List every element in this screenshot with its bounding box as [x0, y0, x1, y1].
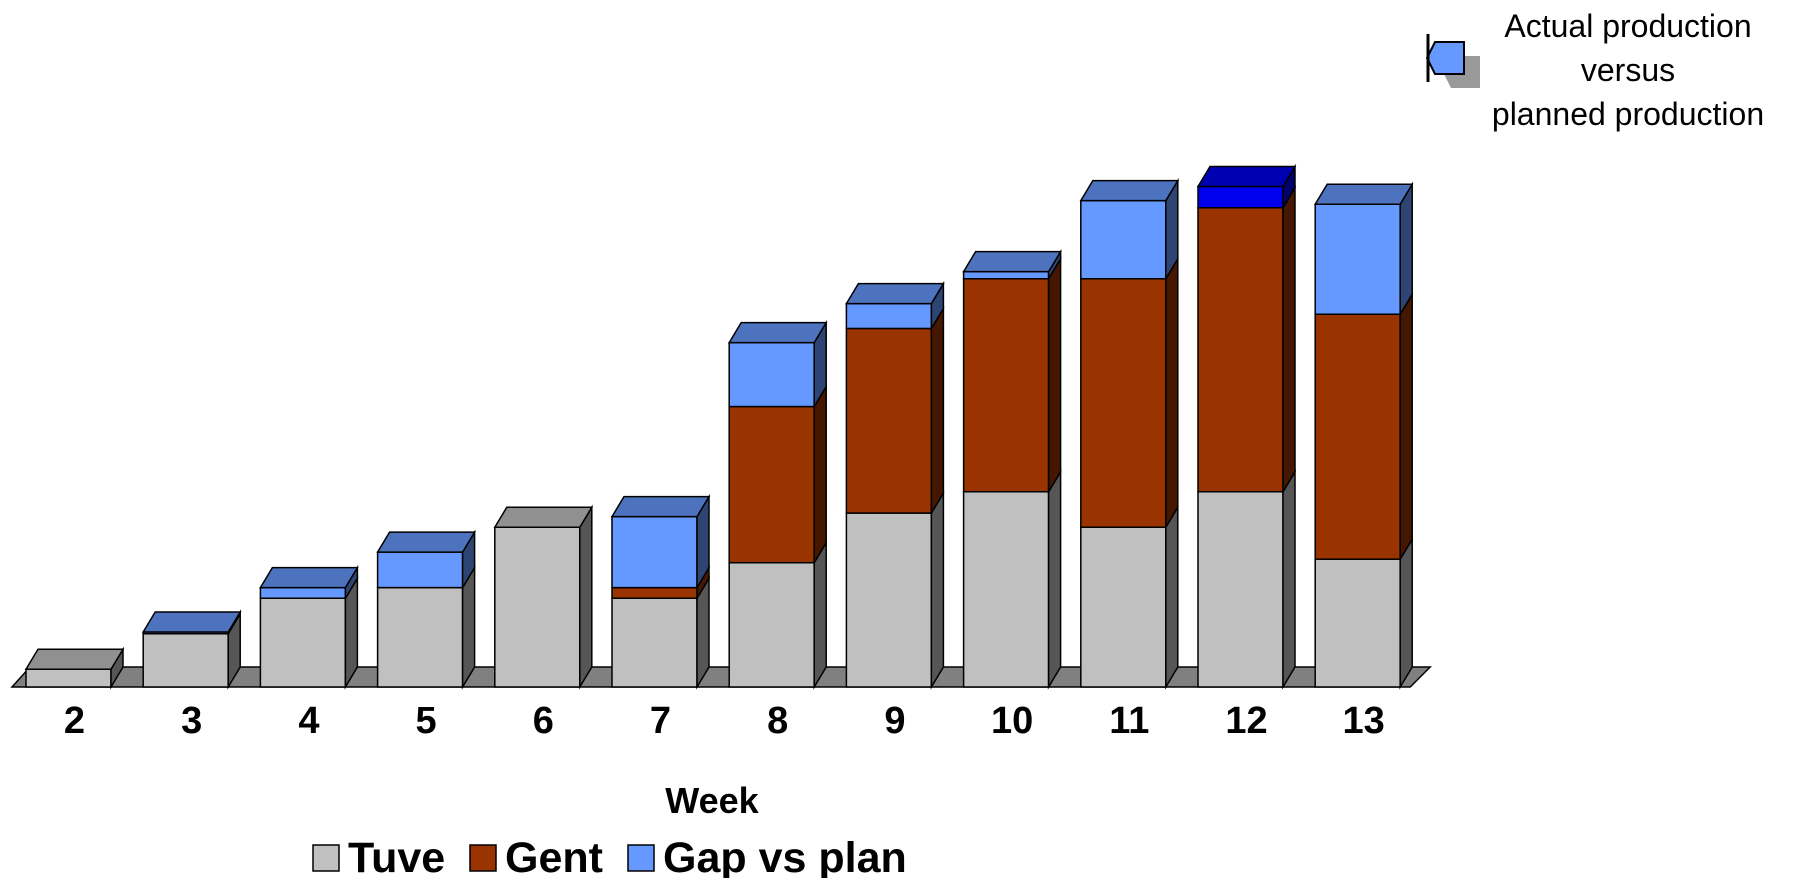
bar-week-6 — [493, 504, 594, 690]
bar-week-4 — [259, 564, 359, 690]
segment-tuve-week-12 — [1197, 491, 1284, 688]
bar-week-10 — [962, 248, 1062, 690]
segment-side-tuve-week-12 — [1282, 469, 1296, 690]
bar-top-week-7 — [610, 495, 711, 518]
segment-gent-week-11 — [1080, 278, 1167, 528]
segment-gent-week-7 — [611, 586, 698, 599]
segment-side-tuve-week-9 — [930, 490, 945, 690]
bar-week-8 — [727, 319, 828, 690]
x-tick-label: 4 — [298, 700, 319, 742]
bar-top-week-3 — [141, 611, 242, 633]
segment-tuve-week-7 — [611, 597, 698, 688]
segment-gent-week-8 — [728, 405, 815, 564]
legend-swatch — [469, 844, 497, 872]
x-axis-ticks: 2 3 4 5 6 7 8 9 10 11 12 13 — [64, 700, 1385, 742]
legend-item-gent: Gent — [469, 834, 603, 878]
segment-gent-week-9 — [845, 327, 933, 514]
x-tick-label: 11 — [1109, 700, 1149, 742]
segment-side-tuve-week-6 — [579, 504, 593, 690]
legend-swatch — [312, 844, 340, 872]
legend-swatch — [627, 844, 655, 872]
bar-top-week-8 — [727, 321, 828, 344]
x-tick-label: 8 — [767, 700, 788, 742]
x-tick-label: 10 — [991, 700, 1033, 742]
x-tick-label: 7 — [650, 700, 671, 742]
callout-line-1: Actual production — [1504, 8, 1751, 44]
bar-week-11 — [1079, 177, 1180, 690]
segment-tuve-week-3 — [142, 633, 229, 688]
segment-tuve-week-2 — [25, 668, 112, 688]
callout-line-2: versus — [1581, 52, 1675, 88]
x-tick-label: 2 — [64, 700, 85, 742]
bar-top-week-9 — [845, 282, 945, 305]
x-tick-label: 13 — [1343, 700, 1385, 742]
bar-week-13 — [1313, 181, 1414, 690]
segment-gent-week-12 — [1197, 207, 1284, 493]
legend-label: Tuve — [348, 834, 445, 878]
bar-week-7 — [610, 493, 711, 690]
bar-top-week-6 — [493, 506, 594, 528]
segment-side-gent-week-13 — [1399, 291, 1413, 562]
bar-top-week-11 — [1079, 179, 1180, 202]
segment-gap-vs-plan-week-5 — [376, 551, 464, 589]
x-tick-label: 6 — [533, 700, 554, 742]
segment-side-tuve-week-10 — [1047, 469, 1062, 690]
segment-tuve-week-13 — [1314, 558, 1401, 688]
segment-tuve-week-11 — [1080, 526, 1167, 688]
legend: Tuve Gent Gap vs plan — [312, 834, 907, 878]
bar-week-2 — [24, 646, 125, 690]
bar-week-5 — [376, 529, 476, 690]
segment-side-gent-week-8 — [813, 383, 827, 566]
bar-top-week-5 — [376, 531, 476, 553]
segment-side-tuve-week-11 — [1165, 504, 1179, 690]
segment-side-tuve-week-8 — [813, 540, 827, 690]
annotation-callout: Actual production versus planned product… — [1425, 8, 1764, 132]
bar-top-week-4 — [259, 566, 359, 589]
legend-item-gap-vs-plan: Gap vs plan — [627, 834, 907, 878]
legend-item-tuve: Tuve — [312, 834, 445, 878]
bar-top-week-2 — [24, 648, 125, 670]
bar-week-9 — [845, 280, 945, 690]
segment-tuve-week-6 — [494, 526, 581, 688]
segment-side-tuve-week-13 — [1399, 536, 1413, 690]
bar-week-3 — [141, 609, 242, 690]
bar-top-week-10 — [962, 250, 1062, 273]
chart-bars — [24, 163, 1414, 690]
segment-gap-vs-plan-week-13 — [1314, 203, 1401, 315]
segment-gent-week-13 — [1314, 313, 1401, 560]
segment-gap-vs-plan-week-7 — [611, 515, 698, 589]
bar-top-week-12 — [1196, 165, 1297, 188]
chart-floor — [10, 666, 1433, 688]
segment-tuve-week-9 — [845, 512, 933, 688]
segment-side-gent-week-11 — [1165, 256, 1179, 530]
segment-gap-vs-plan-week-4 — [259, 586, 347, 599]
segment-side-gap-vs-plan-week-13 — [1399, 181, 1413, 317]
segment-gap-vs-plan-week-8 — [728, 341, 815, 408]
segment-gent-week-10 — [962, 278, 1050, 493]
legend-label: Gent — [505, 834, 603, 878]
x-tick-label: 5 — [416, 700, 437, 742]
x-tick-label: 9 — [884, 700, 905, 742]
segment-side-gent-week-12 — [1282, 185, 1296, 495]
bar-week-12 — [1196, 163, 1297, 690]
x-tick-label: 3 — [181, 700, 202, 742]
segment-tuve-week-4 — [259, 597, 347, 688]
segment-gap-vs-plan-week-11 — [1080, 199, 1167, 280]
segment-tuve-week-8 — [728, 562, 815, 688]
segment-tuve-week-10 — [962, 491, 1050, 688]
segment-gap-vs-plan-week-9 — [845, 302, 933, 330]
segment-side-gent-week-10 — [1047, 256, 1062, 495]
x-tick-label: 12 — [1225, 700, 1267, 742]
callout-line-3: planned production — [1492, 96, 1764, 132]
segment-side-gent-week-9 — [930, 305, 945, 516]
legend-label: Gap vs plan — [663, 834, 907, 878]
segment-tuve-week-5 — [376, 586, 464, 688]
callout-arrow-icon — [1425, 34, 1480, 88]
segment-overproduction-week-12 — [1197, 185, 1284, 209]
segment-gap-vs-plan-week-10 — [962, 270, 1050, 280]
x-axis-title: Week — [665, 780, 759, 821]
bar-top-week-13 — [1313, 183, 1414, 205]
